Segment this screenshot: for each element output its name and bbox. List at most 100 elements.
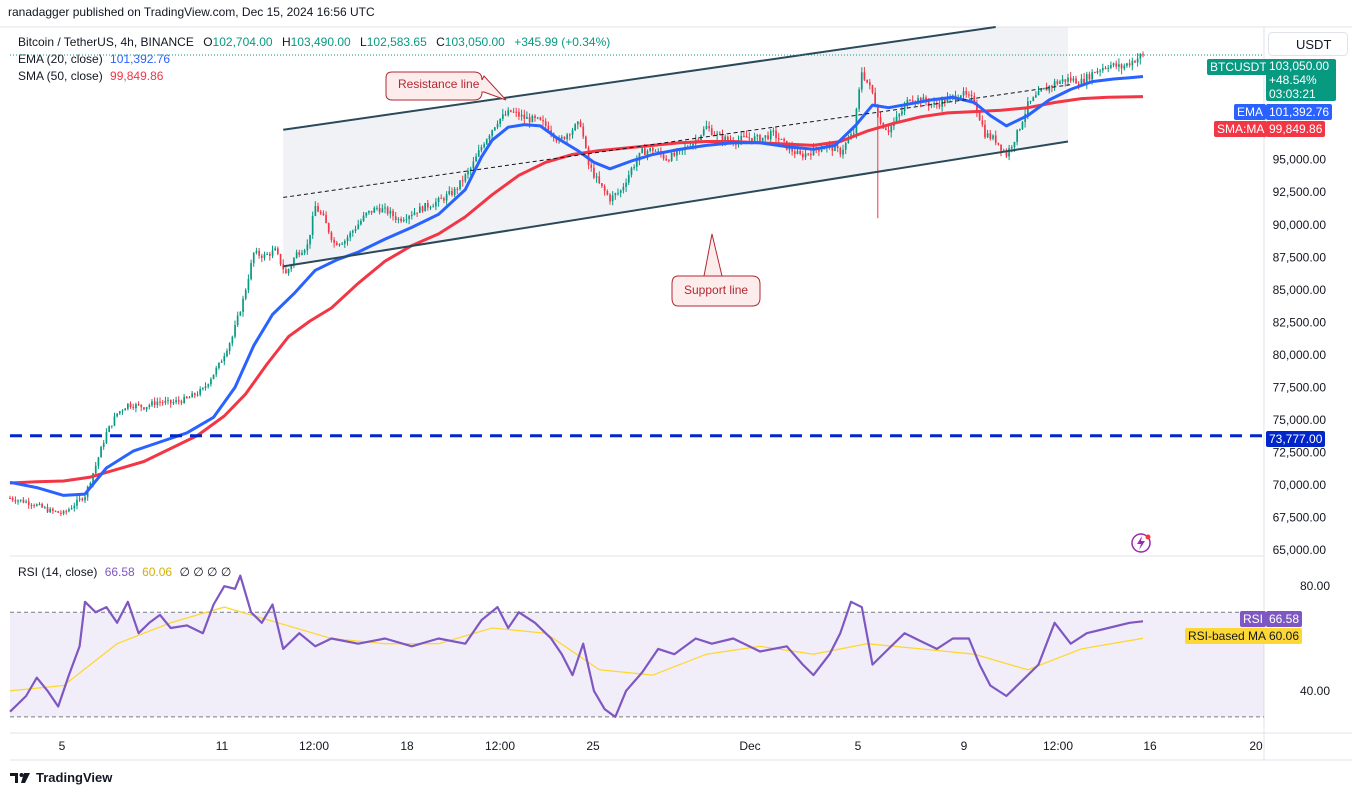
candle-body (1008, 148, 1010, 157)
ema-tag-price: 101,392.76 (1266, 104, 1333, 120)
candle-body (1112, 63, 1115, 66)
resistance-line[interactable] (283, 26, 996, 131)
lightning-icon[interactable] (1131, 533, 1151, 553)
candle-body (384, 207, 386, 209)
candle-body (485, 139, 488, 145)
rsi-legend-row[interactable]: RSI (14, close) 66.58 60.06 ∅ ∅ ∅ ∅ (18, 565, 231, 579)
candle-body (22, 499, 25, 503)
candle-body (858, 89, 860, 109)
candle-body (207, 384, 210, 387)
candle-body (1104, 68, 1107, 69)
open-value: 102,704.00 (212, 35, 273, 49)
candle-body (285, 269, 287, 274)
symbol-name[interactable]: Bitcoin / TetherUS, 4h, BINANCE (18, 35, 194, 49)
candle-body (579, 121, 582, 127)
candle-body (440, 198, 443, 200)
candle-body (769, 131, 772, 140)
last-price: 103,050.00 (1269, 59, 1330, 73)
time-axis-label: 11 (216, 739, 229, 753)
support-callout-box[interactable] (671, 233, 761, 307)
candle-body (898, 114, 901, 117)
candle-body (97, 457, 100, 466)
candle-body (1032, 97, 1035, 101)
ema-legend-row[interactable]: EMA (20, close) 101,392.76 (18, 52, 170, 66)
candle-body (1110, 65, 1112, 68)
candle-body (338, 244, 341, 246)
candle-body (804, 153, 807, 158)
candle-body (496, 123, 499, 128)
candle-body (844, 143, 847, 150)
resistance-callout-box[interactable] (385, 71, 507, 101)
candle-body (933, 102, 935, 105)
candle-body (172, 402, 175, 404)
candle-body (560, 136, 563, 139)
ema-legend-label: EMA (20, close) (18, 52, 103, 66)
candle-body (649, 148, 651, 151)
candle-body (611, 195, 614, 202)
candle-body (269, 253, 271, 256)
time-axis-label: 12:00 (485, 739, 515, 753)
candle-body (177, 400, 180, 402)
candle-body (609, 194, 611, 202)
candle-body (68, 509, 70, 512)
candle-body (1075, 78, 1077, 84)
rsi-ma-tag-name: RSI-based MA (1185, 628, 1270, 644)
candle-body (764, 135, 767, 138)
candle-body (145, 407, 148, 410)
candle-body (386, 207, 389, 214)
tradingview-footer[interactable]: TradingView (10, 770, 112, 785)
candle-body (365, 212, 368, 216)
candle-body (242, 298, 244, 312)
candle-body (9, 498, 11, 499)
currency-button[interactable]: USDT (1268, 32, 1348, 56)
candle-body (349, 232, 351, 238)
candle-body (41, 503, 43, 508)
channel-midline[interactable] (283, 83, 1074, 198)
candle-body (767, 135, 769, 140)
candle-body (986, 133, 989, 138)
candle-body (1016, 130, 1018, 142)
support-line[interactable] (283, 140, 1069, 268)
support-line-label: Support line (684, 283, 749, 297)
candle-body (622, 186, 625, 191)
candle-body (544, 121, 547, 126)
candle-body (89, 483, 92, 487)
candle-body (528, 117, 531, 123)
candle-body (836, 145, 839, 148)
sma-legend-row[interactable]: SMA (50, close) 99,849.86 (18, 69, 163, 83)
candle-body (796, 150, 799, 154)
candle-body (981, 120, 984, 125)
candle-body (196, 394, 199, 396)
candle-body (662, 154, 665, 159)
candle-body (223, 356, 226, 362)
candle-body (668, 160, 670, 162)
candle-body (944, 99, 946, 103)
candle-body (965, 91, 968, 95)
candle-body (839, 147, 842, 155)
candle-body (585, 136, 587, 148)
candle-body (1019, 128, 1021, 131)
candle-body (389, 210, 392, 214)
close-label: C (436, 35, 445, 49)
candle-body (477, 150, 480, 157)
candle-body (258, 250, 260, 256)
candle-body (1136, 58, 1139, 63)
candle-body (244, 290, 247, 299)
candle-body (775, 130, 777, 139)
candle-body (400, 218, 402, 222)
candle-body (84, 496, 86, 501)
candle-body (94, 465, 97, 474)
candle-body (890, 126, 893, 133)
candle-body (502, 114, 504, 119)
candle-body (427, 203, 429, 208)
candle-body (719, 133, 721, 135)
candle-body (467, 171, 469, 175)
candle-body (421, 206, 424, 212)
candle-body (635, 160, 638, 167)
candle-body (38, 503, 41, 505)
candle-body (11, 498, 14, 500)
candle-body (909, 99, 911, 101)
candle-body (1094, 72, 1096, 74)
candle-body (863, 72, 866, 80)
